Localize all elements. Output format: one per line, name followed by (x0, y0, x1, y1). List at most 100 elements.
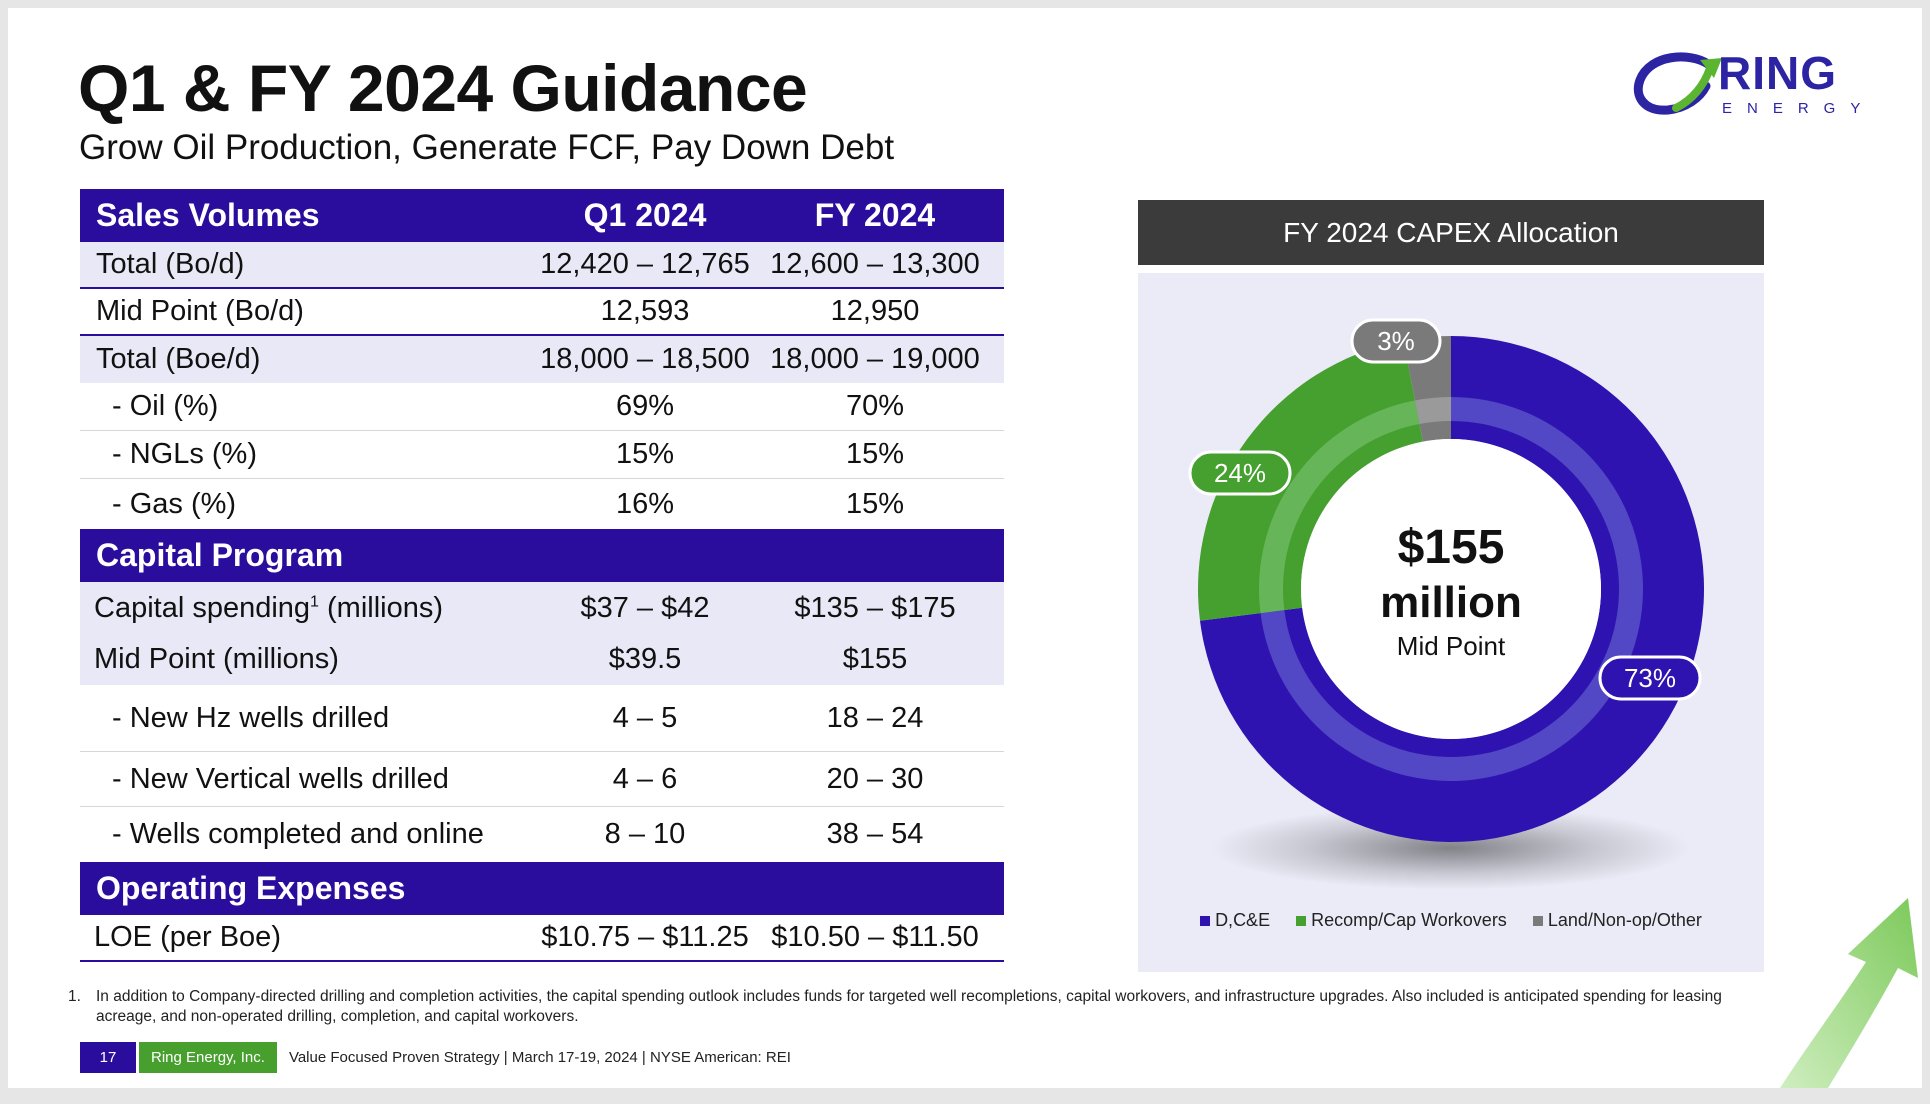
logo-subword: ENERGY (1722, 100, 1876, 117)
table-row: - New Hz wells drilled 4 – 5 18 – 24 (80, 685, 1004, 752)
operating-expenses-header: Operating Expenses (80, 862, 1004, 915)
row-label: Mid Point (Bo/d) (96, 295, 304, 327)
donut-shadow (1211, 806, 1691, 890)
page-title: Q1 & FY 2024 Guidance (78, 51, 808, 125)
row-value-q1: 12,420 – 12,765 (540, 248, 750, 280)
label-dce: 73% (1598, 655, 1702, 701)
legend-label: D,C&E (1215, 910, 1271, 930)
section-heading: Operating Expenses (96, 870, 406, 906)
legend-label: Land/Non-op/Other (1547, 910, 1702, 930)
row-value-fy: 15% (845, 487, 905, 520)
guidance-table: Sales Volumes Q1 2024 FY 2024 Total (Bo/… (80, 189, 1004, 962)
row-label: - Gas (%) (112, 487, 237, 520)
table-row: Capital spending1 (millions) $37 – $42 $… (80, 582, 1004, 634)
row-label: Total (Boe/d) (96, 343, 261, 375)
company-name: Ring Energy, Inc. (139, 1042, 277, 1073)
row-value-fy: 18 – 24 (826, 701, 924, 734)
footer-text: Value Focused Proven Strategy | March 17… (288, 1049, 791, 1066)
center-unit: million (1380, 578, 1522, 627)
page-subtitle: Grow Oil Production, Generate FCF, Pay D… (79, 128, 895, 167)
footnote-text: In addition to Company-directed drilling… (96, 988, 1722, 1025)
row-value-fy: 12,600 – 13,300 (770, 248, 980, 280)
row-label: Mid Point (millions) (94, 643, 339, 675)
row-label: - Oil (%) (112, 390, 219, 422)
row-value-fy: 70% (845, 390, 905, 422)
legend-label: Recomp/Cap Workovers (1311, 910, 1507, 930)
table-row: Mid Point (millions) $39.5 $155 (80, 634, 1004, 685)
center-value: $155 (1398, 521, 1505, 574)
footnote-number: 1. (68, 988, 81, 1005)
label-text: 73% (1624, 663, 1676, 693)
row-label: LOE (per Boe) (94, 921, 281, 953)
donut-svg: $155 million Mid Point 73% 24% 3% (1188, 318, 1704, 890)
row-value-q1: 69% (615, 390, 675, 422)
legend-swatch (1296, 915, 1307, 926)
green-arrow-icon (1780, 898, 1918, 1088)
legend-item-land: Land/Non-op/Other (1532, 910, 1702, 931)
column-header-q1: Q1 2024 (583, 197, 707, 233)
table-row: - Wells completed and online 8 – 10 38 –… (80, 807, 1004, 862)
row-value-q1: $39.5 (608, 643, 682, 675)
row-value-q1: 4 – 5 (612, 701, 678, 734)
row-value-fy: $135 – $175 (794, 591, 956, 624)
chart-legend: D,C&E Recomp/Cap Workovers Land/Non-op/O… (1138, 910, 1764, 931)
table-row: - NGLs (%) 15% 15% (80, 431, 1004, 479)
row-value-q1: 12,593 (600, 295, 690, 327)
row-label: - Wells completed and online (112, 818, 484, 850)
ring-swoosh-icon (1633, 52, 1722, 115)
row-value-fy: 12,950 (830, 295, 920, 327)
label-pill (1598, 655, 1702, 701)
donut-hole (1301, 439, 1601, 739)
row-value-q1: 8 – 10 (604, 818, 686, 850)
section-heading: Sales Volumes (96, 197, 320, 233)
column-header-fy: FY 2024 (814, 197, 936, 233)
center-caption: Mid Point (1397, 631, 1506, 661)
footnote: 1. In addition to Company-directed drill… (68, 987, 1748, 1027)
table-row: Mid Point (Bo/d) 12,593 12,950 (80, 289, 1004, 336)
row-value-fy: 20 – 30 (826, 762, 924, 795)
row-value-fy: 38 – 54 (826, 818, 924, 850)
sales-volumes-header: Sales Volumes Q1 2024 FY 2024 (80, 189, 1004, 242)
row-label: - NGLs (%) (112, 438, 257, 470)
row-value-q1: $37 – $42 (580, 591, 710, 624)
table-row: - Gas (%) 16% 15% (80, 479, 1004, 529)
label-pill (1350, 318, 1442, 364)
legend-item-dce: D,C&E (1200, 910, 1270, 931)
legend-item-recomp: Recomp/Cap Workovers (1296, 910, 1507, 931)
table-row: Total (Bo/d) 12,420 – 12,765 12,600 – 13… (80, 242, 1004, 289)
row-value-fy: $10.50 – $11.50 (771, 921, 979, 953)
table-row: LOE (per Boe) $10.75 – $11.25 $10.50 – $… (80, 915, 1004, 962)
row-label-text: Capital spending (94, 591, 311, 624)
label-recomp: 24% (1188, 450, 1292, 496)
table-row: Total (Boe/d) 18,000 – 18,500 18,000 – 1… (80, 336, 1004, 383)
row-value-q1: 4 – 6 (612, 762, 678, 795)
row-value-q1: 18,000 – 18,500 (540, 343, 750, 375)
logo-word: RING (1718, 47, 1837, 99)
slice-land-inner-band (1415, 397, 1451, 424)
slice-recomp-inner-band (1259, 400, 1420, 614)
chart-title: FY 2024 CAPEX Allocation (1138, 200, 1764, 265)
page-number: 17 (80, 1042, 136, 1073)
section-heading: Capital Program (96, 537, 344, 573)
footnote-marker: 1 (310, 592, 319, 610)
capital-program-header: Capital Program (80, 529, 1004, 582)
legend-swatch (1200, 915, 1211, 926)
capex-donut-chart: $155 million Mid Point 73% 24% 3% D,C&E Re… (1138, 273, 1764, 972)
row-label: - New Hz wells drilled (112, 701, 390, 734)
table-row: - New Vertical wells drilled 4 – 6 20 – … (80, 752, 1004, 807)
label-pill (1188, 450, 1292, 496)
label-land: 3% (1350, 318, 1442, 364)
row-value-q1: 16% (615, 487, 675, 520)
row-value-fy: 15% (845, 438, 905, 470)
row-value-fy: 18,000 – 19,000 (770, 343, 980, 375)
label-text: 3% (1377, 326, 1415, 356)
row-label: - New Vertical wells drilled (112, 762, 449, 795)
row-label: Capital spending1 (millions) (80, 592, 530, 625)
table-row: - Oil (%) 69% 70% (80, 383, 1004, 431)
row-label: Total (Bo/d) (96, 248, 245, 280)
ring-energy-logo: RING ENERGY (1630, 47, 1860, 122)
label-text: 24% (1214, 458, 1266, 488)
row-value-q1: $10.75 – $11.25 (541, 921, 749, 953)
footer: 17 Ring Energy, Inc. Value Focused Prove… (80, 1042, 791, 1073)
row-value-q1: 15% (615, 438, 675, 470)
